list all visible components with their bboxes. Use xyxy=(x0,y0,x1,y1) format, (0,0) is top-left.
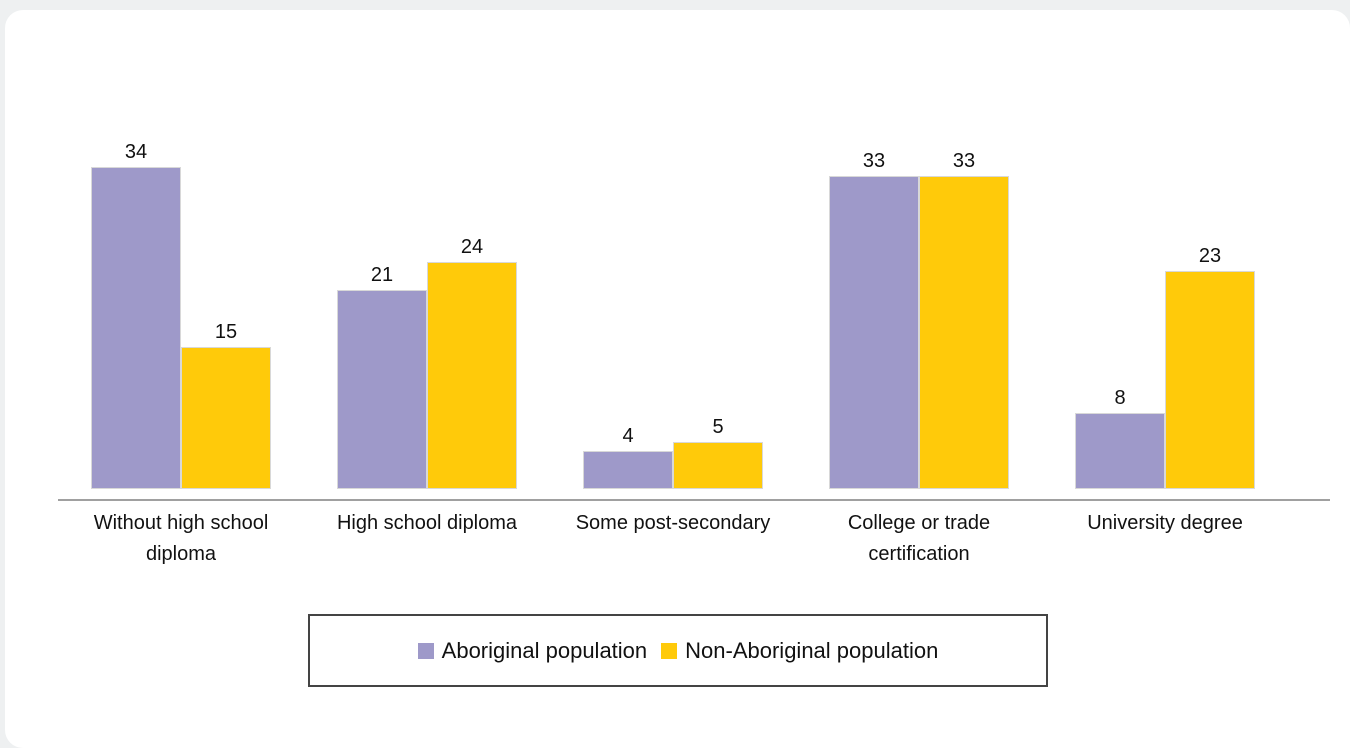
x-tick-label: University degree xyxy=(1087,512,1243,534)
bar xyxy=(1165,271,1255,489)
legend-swatch xyxy=(661,642,678,659)
bar xyxy=(181,346,271,489)
data-label: 4 xyxy=(622,425,634,448)
x-tick-label: Some post-secondary xyxy=(575,512,771,534)
data-label: 33 xyxy=(952,150,976,173)
data-label: 21 xyxy=(370,264,394,287)
legend-label: Aboriginal population xyxy=(441,637,648,663)
data-label: 5 xyxy=(712,415,724,438)
x-tick-label: Without high school diploma xyxy=(93,512,269,565)
x-tick-label: High school diploma xyxy=(336,512,518,534)
legend-swatch xyxy=(417,642,434,659)
data-label: 33 xyxy=(862,150,886,173)
data-label: 23 xyxy=(1198,245,1222,268)
bar xyxy=(91,167,181,489)
data-label: 24 xyxy=(460,235,484,258)
data-label: 15 xyxy=(214,320,238,343)
bar xyxy=(673,441,763,489)
chart-panel: Aboriginal population Non-Aboriginal popu… xyxy=(5,10,1350,748)
data-label: 34 xyxy=(124,141,148,164)
legend: Aboriginal population Non-Aboriginal popu… xyxy=(308,614,1048,687)
bar xyxy=(829,176,919,489)
x-tick-label: College or trade certification xyxy=(847,512,991,565)
data-label: 8 xyxy=(1114,387,1126,410)
bar xyxy=(1075,413,1165,489)
baseline xyxy=(58,499,1330,501)
bar xyxy=(919,176,1009,489)
legend-label: Non-Aboriginal population xyxy=(685,637,939,663)
bar xyxy=(337,290,427,489)
bar xyxy=(583,451,673,489)
legend-item: Non-Aboriginal population xyxy=(661,638,938,664)
bar xyxy=(427,261,517,489)
legend-item: Aboriginal population xyxy=(417,637,648,664)
